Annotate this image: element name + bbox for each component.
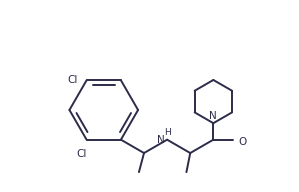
Text: N: N [210, 111, 217, 121]
Text: Cl: Cl [76, 149, 86, 159]
Text: H: H [164, 128, 170, 137]
Text: Cl: Cl [68, 75, 78, 85]
Text: O: O [238, 137, 246, 147]
Text: N: N [157, 135, 164, 145]
